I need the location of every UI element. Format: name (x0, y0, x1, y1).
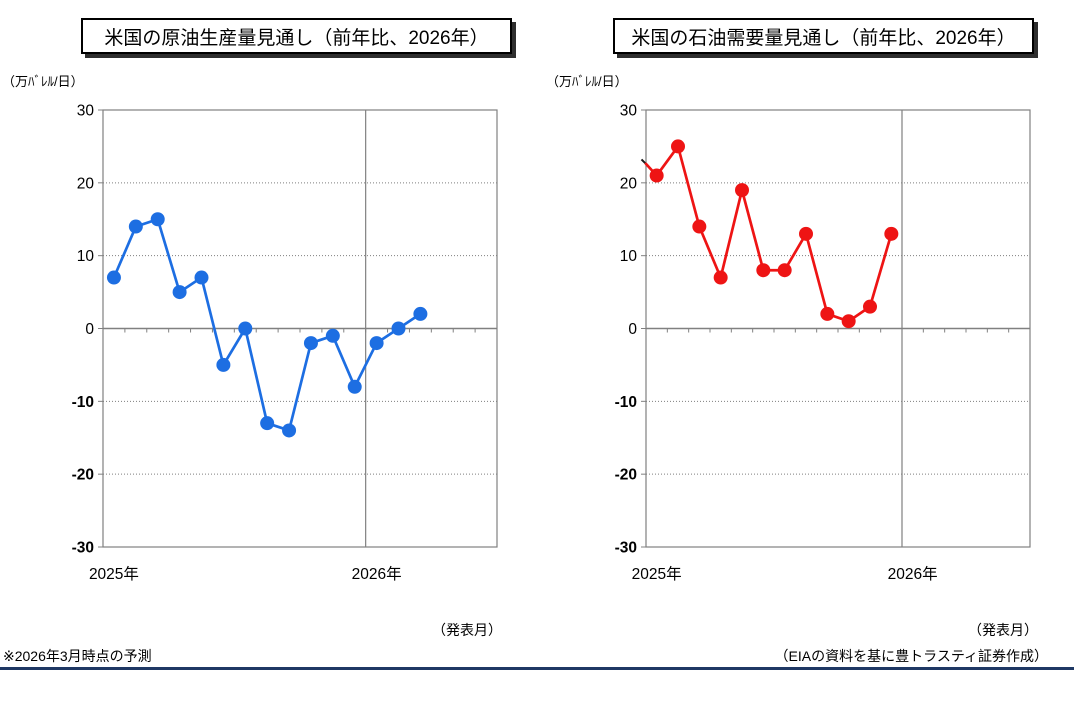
data-point (713, 270, 728, 285)
y-tick-label: 10 (620, 248, 638, 265)
y-tick-label: -10 (615, 394, 637, 411)
data-point (172, 285, 187, 300)
data-point (216, 357, 231, 372)
y-tick-label: 30 (77, 103, 95, 120)
year-label: 2025年 (632, 565, 682, 583)
year-label: 2026年 (352, 565, 402, 583)
source-credit: （EIAの資料を基に豊トラスティ証券作成） (774, 648, 1048, 664)
x-axis-title-demand: （発表月） (968, 622, 1038, 638)
data-point (194, 270, 209, 285)
y-tick-label: -20 (615, 467, 637, 484)
data-point (735, 183, 749, 198)
data-point (756, 263, 771, 278)
data-point (777, 263, 792, 278)
data-point (282, 423, 297, 438)
y-tick-label: 30 (620, 103, 638, 120)
data-point (106, 270, 121, 285)
data-point (347, 379, 362, 394)
data-point (369, 336, 384, 351)
data-point (863, 299, 877, 314)
y-tick-label: 0 (85, 321, 94, 338)
y-tick-label: -10 (72, 394, 94, 411)
data-point (884, 226, 899, 241)
y-tick-label: -30 (72, 540, 94, 557)
year-label: 2025年 (89, 565, 139, 583)
y-unit-label-demand: （万ﾊﾞﾚﾙ/日） (546, 74, 628, 89)
footer-rule (0, 667, 1074, 670)
chart-title-production: 米国の原油生産量見通し（前年比、2026年） (81, 18, 512, 54)
y-tick-label: 0 (628, 321, 637, 338)
data-point (150, 212, 165, 227)
data-point (238, 321, 253, 336)
y-tick-label: 20 (620, 175, 638, 192)
y-tick-label: -30 (615, 540, 637, 557)
data-point (820, 306, 835, 321)
series-line (644, 145, 893, 323)
data-point (692, 219, 707, 234)
x-axis-title-production: （発表月） (432, 622, 502, 638)
data-point (303, 336, 318, 351)
data-point (799, 226, 813, 241)
data-point (841, 314, 856, 329)
data-point (413, 306, 428, 321)
footnote-forecast-date: ※2026年3月時点の予測 (3, 648, 152, 664)
chart-title-demand: 米国の石油需要量見通し（前年比、2026年） (613, 18, 1034, 54)
data-point (391, 321, 406, 336)
data-point (325, 328, 340, 343)
year-label: 2026年 (888, 565, 938, 583)
data-point (128, 219, 143, 234)
data-point (260, 416, 275, 431)
y-tick-label: -20 (72, 467, 94, 484)
y-unit-label-production: （万ﾊﾞﾚﾙ/日） (2, 74, 84, 89)
y-tick-label: 20 (77, 175, 95, 192)
y-tick-label: 10 (77, 248, 95, 265)
data-point (671, 139, 685, 154)
series-line (112, 217, 422, 432)
data-point (649, 168, 664, 183)
